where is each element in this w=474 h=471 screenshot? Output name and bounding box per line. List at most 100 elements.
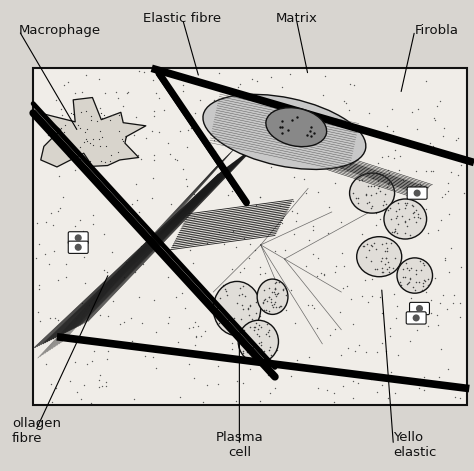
Point xyxy=(278,129,285,137)
Point xyxy=(201,327,209,335)
Point xyxy=(406,278,413,285)
Point xyxy=(36,240,43,247)
Point xyxy=(271,290,279,297)
Point xyxy=(239,291,246,298)
Point xyxy=(368,275,376,283)
Point xyxy=(419,283,427,290)
Point xyxy=(265,326,273,334)
Point xyxy=(180,81,187,89)
Point xyxy=(365,110,373,117)
Point xyxy=(198,332,205,340)
Point xyxy=(74,124,82,132)
Point xyxy=(442,190,449,197)
Point xyxy=(260,306,268,314)
Point xyxy=(418,286,426,294)
Point xyxy=(136,67,143,74)
Point xyxy=(82,135,90,143)
Point xyxy=(63,260,70,268)
Point xyxy=(228,187,236,195)
Point xyxy=(349,377,357,385)
Point xyxy=(438,216,445,223)
Point xyxy=(179,87,186,95)
Point xyxy=(176,127,184,135)
Point xyxy=(365,198,373,205)
Point xyxy=(55,172,63,179)
Point xyxy=(150,113,158,120)
Point xyxy=(216,294,224,301)
Point xyxy=(252,246,259,254)
Point xyxy=(402,202,410,209)
Point xyxy=(376,216,383,223)
Point xyxy=(382,239,389,246)
Point xyxy=(412,206,419,214)
Point xyxy=(300,176,308,183)
Point xyxy=(87,113,95,120)
Circle shape xyxy=(75,244,81,250)
Point xyxy=(259,152,267,160)
Point xyxy=(276,302,283,310)
Point xyxy=(378,264,386,271)
Point xyxy=(119,138,127,145)
Point xyxy=(399,212,406,220)
Point xyxy=(265,293,273,301)
Point xyxy=(102,378,110,386)
Point xyxy=(394,352,402,359)
Circle shape xyxy=(414,190,420,196)
Point xyxy=(160,69,167,77)
Point xyxy=(86,157,94,164)
Point xyxy=(87,399,94,406)
Point xyxy=(248,153,255,161)
Point xyxy=(331,325,339,333)
Point xyxy=(275,290,283,297)
Point xyxy=(354,177,361,184)
Point xyxy=(364,200,371,207)
Point xyxy=(407,295,415,302)
Point xyxy=(49,334,57,342)
Point xyxy=(362,276,369,284)
Point xyxy=(270,300,277,308)
Point xyxy=(308,301,316,309)
Point xyxy=(420,386,428,394)
Point xyxy=(261,269,269,277)
Point xyxy=(255,285,263,292)
Point xyxy=(376,293,384,301)
Point xyxy=(155,129,163,136)
Point xyxy=(451,394,459,401)
Point xyxy=(192,332,200,339)
Point xyxy=(262,306,270,313)
Point xyxy=(374,248,381,256)
Point xyxy=(339,284,347,292)
Point xyxy=(183,182,191,189)
Point xyxy=(424,281,432,289)
Point xyxy=(154,346,161,353)
Point xyxy=(366,238,374,245)
Point xyxy=(444,365,452,373)
Point xyxy=(457,263,465,270)
Point xyxy=(71,222,79,230)
Point xyxy=(236,268,244,276)
Point xyxy=(415,384,423,391)
Point xyxy=(50,247,58,254)
Point xyxy=(401,218,409,225)
Point xyxy=(49,221,56,228)
Point xyxy=(141,68,148,75)
Point xyxy=(314,188,321,195)
Point xyxy=(106,116,114,123)
Text: Firobla: Firobla xyxy=(415,24,459,37)
Point xyxy=(203,381,210,389)
Point xyxy=(223,290,230,298)
Point xyxy=(257,115,264,122)
Point xyxy=(98,133,106,141)
Point xyxy=(437,299,444,307)
Point xyxy=(384,152,392,160)
Point xyxy=(136,209,143,216)
Point xyxy=(182,304,189,312)
Point xyxy=(78,108,85,115)
Point xyxy=(401,199,409,207)
Text: Yello
elastic: Yello elastic xyxy=(393,431,437,459)
Point xyxy=(370,239,378,247)
Point xyxy=(120,273,128,281)
Point xyxy=(438,194,446,201)
Point xyxy=(100,266,108,274)
Point xyxy=(380,197,387,205)
